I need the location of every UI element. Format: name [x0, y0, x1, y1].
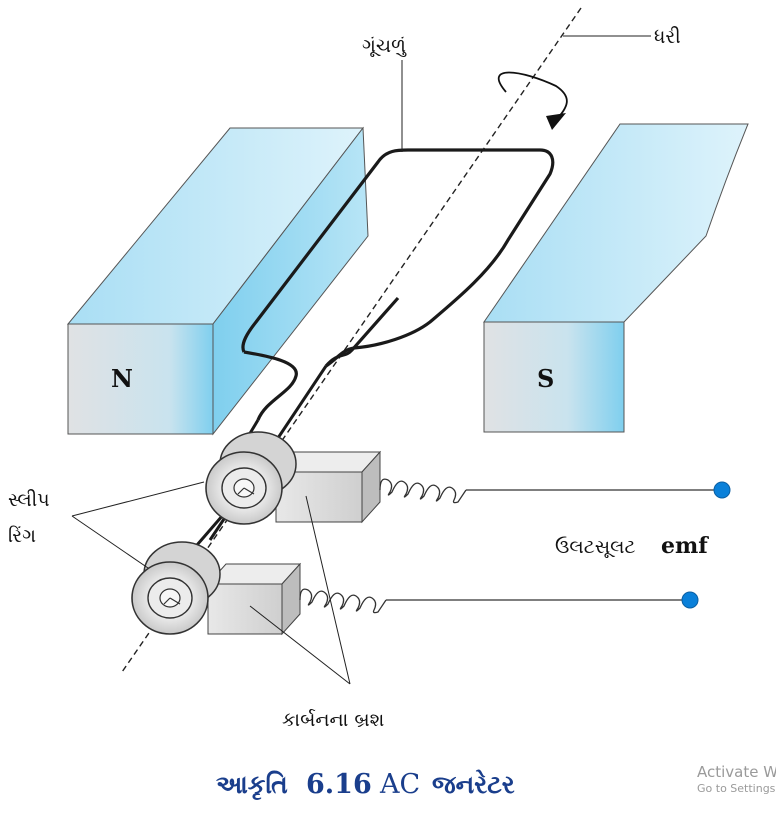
- caption-prefix: આકૃતિ: [216, 770, 288, 800]
- coil-loop: [241, 148, 555, 368]
- coil-label: ગૂંચળું: [362, 35, 407, 57]
- north-magnet-face: [67, 323, 214, 435]
- north-magnet: N: [66, 126, 369, 436]
- emf-label-latin: emf: [661, 533, 709, 559]
- caption-ac: AC: [379, 769, 420, 800]
- figure-caption: આકૃતિ 6.16 AC જનરેટર: [216, 769, 515, 800]
- south-magnet: S: [483, 123, 749, 433]
- upper-spring: [379, 478, 467, 504]
- slip-ring-leader-lines: [71, 481, 205, 569]
- brushes-leader-lines: [249, 495, 351, 685]
- caption-suffix: જનરેટર: [432, 770, 515, 799]
- upper-terminal-dot: [713, 481, 731, 499]
- activate-windows-watermark: Activate Windows Go to Settings to activ…: [697, 762, 776, 814]
- lower-slip-ring: [131, 541, 221, 635]
- upper-slip-ring: [205, 431, 297, 525]
- south-magnet-top: [483, 123, 749, 323]
- south-pole-label: S: [537, 364, 554, 393]
- watermark-line2: Go to Settings to activate Windows.: [697, 782, 776, 795]
- axis-label: ધરી: [654, 26, 681, 48]
- north-pole-label: N: [111, 364, 133, 393]
- south-magnet-face: [483, 321, 625, 433]
- lower-terminal-dot: [681, 591, 699, 609]
- rotation-arrow-icon: [497, 71, 568, 130]
- slip-ring-label-line1: સ્લીપ: [8, 489, 50, 511]
- watermark-line1: Activate Windows: [697, 763, 776, 781]
- lower-spring: [299, 588, 387, 614]
- caption-number: 6.16: [306, 769, 372, 800]
- emf-label-script: ઉલટસૂલટ: [555, 536, 636, 558]
- carbon-brushes-label: કાર્બનના બ્રશ: [282, 709, 384, 731]
- slip-ring-label-line2: રિંગ: [8, 525, 36, 547]
- lower-brush: [206, 562, 302, 636]
